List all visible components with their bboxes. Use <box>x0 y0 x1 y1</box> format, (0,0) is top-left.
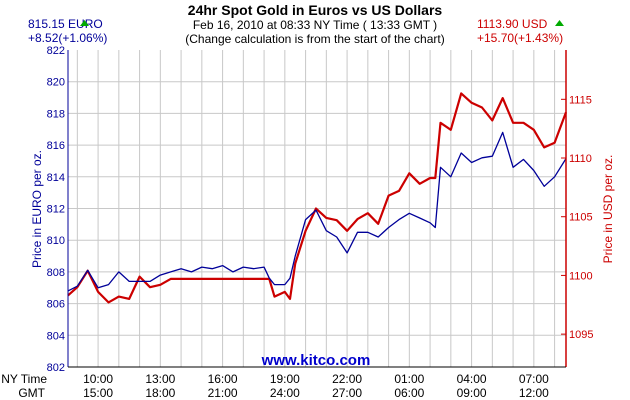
x-tick-gmt: 24:00 <box>270 386 300 400</box>
x-row-label-ny: NY Time <box>1 372 47 386</box>
triangle-up-icon <box>80 20 89 26</box>
y-tick-left: 810 <box>47 235 65 247</box>
chart-title: 24hr Spot Gold in Euros vs US Dollars <box>188 2 443 18</box>
usd-change: +15.70(+1.43%) <box>477 31 563 45</box>
y-tick-left: 806 <box>47 299 65 311</box>
x-tick-gmt: 21:00 <box>208 386 238 400</box>
y-tick-right: 1105 <box>569 212 593 224</box>
series-line-usd <box>67 92 568 304</box>
euro-price: 815.15 EURO <box>28 17 103 31</box>
y-tick-left: 818 <box>47 108 65 120</box>
y-axis-right-label: Price in USD per oz. <box>601 155 615 264</box>
x-tick-gmt: 27:00 <box>332 386 362 400</box>
y-tick-left: 814 <box>47 172 65 184</box>
y-tick-left: 804 <box>47 330 65 342</box>
y-tick-left: 808 <box>47 267 65 279</box>
x-tick-ny: 04:00 <box>457 372 487 386</box>
axes: 802 804 806 808 810 812 814 816 818 820 822 1095 110… <box>47 45 594 400</box>
y-tick-left: 816 <box>47 140 65 152</box>
y-tick-left: 822 <box>47 45 65 57</box>
y-tick-right: 1115 <box>569 94 592 106</box>
x-tick-gmt: 09:00 <box>457 386 487 400</box>
date-line: Feb 16, 2010 at 08:33 NY Time ( 13:33 GM… <box>193 18 437 32</box>
x-tick-ny: 19:00 <box>270 372 300 386</box>
x-tick-ny: 13:00 <box>145 372 175 386</box>
y-tick-right: 1110 <box>569 153 592 165</box>
x-tick-gmt: 12:00 <box>519 386 549 400</box>
y-tick-left: 802 <box>47 362 65 374</box>
y-axis-left-label: Price in EURO per oz. <box>30 150 44 268</box>
x-tick-gmt: 18:00 <box>145 386 175 400</box>
euro-change: +8.52(+1.06%) <box>28 31 107 45</box>
x-tick-ny: 07:00 <box>519 372 549 386</box>
x-tick-ny: 16:00 <box>208 372 238 386</box>
change-note: (Change calculation is from the start of… <box>185 32 444 46</box>
y-tick-right: 1100 <box>569 270 593 282</box>
x-tick-ny: 22:00 <box>332 372 362 386</box>
y-tick-left: 812 <box>47 204 65 216</box>
grid <box>68 50 566 367</box>
series-line-euro <box>67 131 567 292</box>
x-tick-ny: 10:00 <box>83 372 113 386</box>
y-tick-left: 820 <box>47 77 65 89</box>
x-tick-gmt: 06:00 <box>394 386 424 400</box>
x-tick-ny: 01:00 <box>394 372 424 386</box>
usd-price: 1113.90 USD <box>477 17 548 31</box>
x-tick-gmt: 15:00 <box>83 386 113 400</box>
x-row-label-gmt: GMT <box>18 386 45 400</box>
watermark: www.kitco.com <box>261 352 371 369</box>
triangle-up-icon <box>555 20 564 26</box>
y-tick-right: 1095 <box>569 329 593 341</box>
series-layer <box>67 92 568 304</box>
